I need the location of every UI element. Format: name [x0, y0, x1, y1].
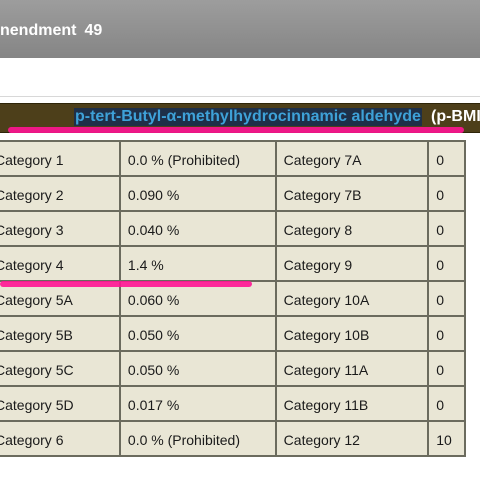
category-cell: Category 11A — [274, 350, 430, 387]
limit-cell: 0.017 % — [118, 385, 277, 422]
category-cell: Category 11B — [274, 385, 430, 422]
category-cell: Category 5B — [0, 315, 121, 352]
limit-cell: 0.0 % (Prohibited) — [118, 420, 277, 457]
substance-abbreviation: (p-BMI — [431, 108, 480, 125]
limit-cell: 0 — [427, 140, 466, 177]
limit-cell: 0 — [427, 315, 466, 352]
category-cell: Category 4 — [0, 245, 121, 282]
category-cell: Category 8 — [274, 210, 430, 247]
highlight-underline-substance — [8, 127, 464, 133]
header-bar: nendment 49 — [0, 0, 480, 58]
category-cell: Category 5C — [0, 350, 121, 387]
category-cell: Category 12 — [274, 420, 430, 457]
limit-cell: 0.050 % — [118, 350, 277, 387]
limit-cell: 0 — [427, 245, 466, 282]
category-cell: Category 10B — [274, 315, 430, 352]
table-row: Category 5B 0.050 % Category 10B 0 — [0, 315, 466, 352]
category-cell: Category 10A — [274, 280, 430, 317]
divider — [0, 96, 480, 97]
category-cell: Category 1 — [0, 140, 121, 177]
limit-cell: 10 — [427, 420, 466, 457]
page-title: nendment 49 — [0, 22, 102, 40]
category-limits-table: Category 1 0.0 % (Prohibited) Category 7A 0… — [0, 140, 466, 457]
table-row: Category 2 0.090 % Category 7B 0 — [0, 175, 466, 212]
table-row: Category 1 0.0 % (Prohibited) Category 7A 0 — [0, 140, 466, 177]
table-row: Category 5D 0.017 % Category 11B 0 — [0, 385, 466, 422]
category-cell: Category 2 — [0, 175, 121, 212]
limit-cell: 0 — [427, 280, 466, 317]
limit-cell: 1.4 % — [118, 245, 277, 282]
substance-name: p-tert-Butyl-α-methylhydrocinnamic aldeh… — [74, 108, 422, 126]
amendment-number: 49 — [84, 22, 103, 39]
category-cell: Category 7A — [274, 140, 430, 177]
category-cell: Category 7B — [274, 175, 430, 212]
category-cell: Category 6 — [0, 420, 121, 457]
table-row: Category 5C 0.050 % Category 11A 0 — [0, 350, 466, 387]
category-cell: Category 9 — [274, 245, 430, 282]
category-cell: Category 3 — [0, 210, 121, 247]
amendment-label: nendment — [0, 22, 77, 39]
limit-cell: 0.0 % (Prohibited) — [118, 140, 277, 177]
table-body: Category 1 0.0 % (Prohibited) Category 7A 0… — [0, 140, 466, 457]
category-cell: Category 5D — [0, 385, 121, 422]
table-row: Category 6 0.0 % (Prohibited) Category 12 1… — [0, 420, 466, 457]
limit-cell: 0 — [427, 210, 466, 247]
limit-cell: 0.040 % — [118, 210, 277, 247]
limit-cell: 0 — [427, 350, 466, 387]
limit-cell: 0.090 % — [118, 175, 277, 212]
highlight-underline-category-4 — [0, 281, 252, 287]
limit-cell: 0 — [427, 385, 466, 422]
limit-cell: 0 — [427, 175, 466, 212]
limit-cell: 0.050 % — [118, 315, 277, 352]
